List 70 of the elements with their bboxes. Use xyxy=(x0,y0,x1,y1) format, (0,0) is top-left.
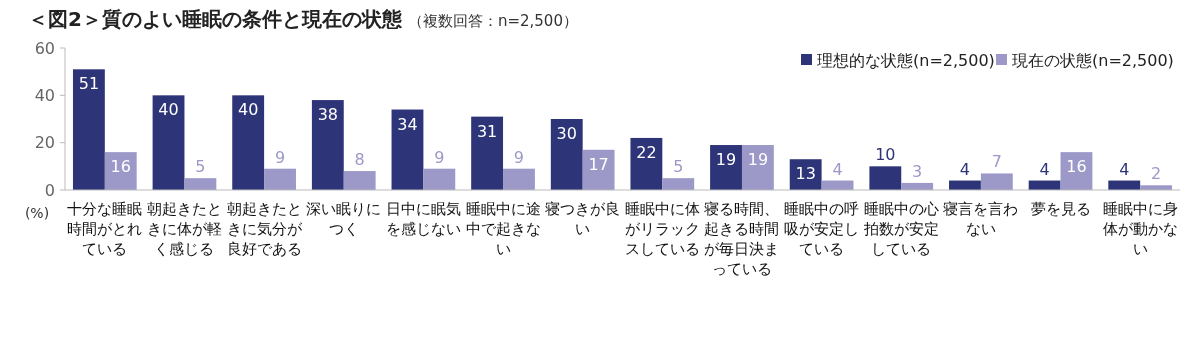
data-label: 5 xyxy=(673,157,684,177)
x-tick-label: 睡眠中に体がリラックスしている xyxy=(624,200,700,258)
bar xyxy=(184,178,217,190)
data-label: 31 xyxy=(476,121,498,141)
x-tick-label: 睡眠中の呼吸が安定している xyxy=(784,200,860,258)
data-label: 4 xyxy=(959,159,971,179)
x-tick-label: 寝る時間、起きる時間が毎日決まっている xyxy=(704,200,780,278)
x-tick-label: 日中に眠気を感じない xyxy=(385,200,461,238)
bar xyxy=(710,145,742,190)
bar xyxy=(582,149,615,190)
bar xyxy=(980,173,1013,190)
data-label: 16 xyxy=(1066,157,1087,177)
y-tick-label: 40 xyxy=(34,85,55,105)
data-label: 8 xyxy=(354,150,365,170)
chart-subtitle: （複数回答：n=2,500） xyxy=(407,12,578,30)
x-tick-label: 深い眠りにつく xyxy=(306,200,382,238)
data-label: 9 xyxy=(513,147,525,167)
bar xyxy=(869,166,902,190)
data-label: 22 xyxy=(636,142,657,162)
data-label: 34 xyxy=(397,114,418,134)
data-label: 17 xyxy=(588,154,609,174)
y-axis-title: (%) xyxy=(24,205,50,221)
data-label: 10 xyxy=(875,145,896,165)
data-label: 9 xyxy=(434,147,445,167)
x-tick-label: 十分な睡眠時間がとれている xyxy=(67,200,143,258)
x-tick-label: 朝起きたときに体が軽く感じる xyxy=(146,200,222,258)
data-label: 13 xyxy=(795,164,816,184)
bar xyxy=(630,137,663,190)
data-label: 40 xyxy=(158,100,179,120)
data-label: 19 xyxy=(747,150,769,170)
bar xyxy=(550,119,583,190)
bar xyxy=(264,168,296,190)
data-label: 38 xyxy=(317,105,338,125)
chart-title: ＜図2＞質のよい睡眠の条件と現在の状態 xyxy=(28,7,402,31)
data-label: 4 xyxy=(1119,159,1130,179)
y-tick-label: 0 xyxy=(44,180,55,200)
data-label: 4 xyxy=(1039,159,1050,179)
data-label: 2 xyxy=(1151,164,1162,184)
x-tick-label: 朝起きたときに気分が良好である xyxy=(226,200,303,258)
y-tick-label: 20 xyxy=(34,133,55,153)
bar xyxy=(471,116,504,190)
bar xyxy=(232,95,265,190)
data-label: 51 xyxy=(78,74,100,94)
legend-label: 理想的な状態(n=2,500) xyxy=(817,50,995,70)
data-label: 16 xyxy=(110,157,131,177)
bar xyxy=(72,69,105,190)
data-label: 40 xyxy=(238,100,259,120)
bar xyxy=(662,178,695,190)
data-label: 4 xyxy=(832,159,843,179)
x-tick-label: 睡眠中に途中で起きない xyxy=(465,200,541,258)
x-tick-label: 寝言を言わない xyxy=(943,200,1019,238)
data-label: 5 xyxy=(195,157,206,177)
x-tick-label: 睡眠中の心拍数が安定している xyxy=(862,200,939,258)
legend-label: 現在の状態(n=2,500) xyxy=(1012,50,1174,70)
bar xyxy=(343,171,376,190)
data-label: 19 xyxy=(715,150,737,170)
x-tick-label: 夢を見る xyxy=(1030,200,1091,218)
bar xyxy=(423,168,456,190)
bar xyxy=(391,109,424,190)
x-tick-label: 寝つきが良い xyxy=(545,200,621,238)
data-label: 7 xyxy=(991,152,1002,172)
x-tick-label: 睡眠中に身体が動かない xyxy=(1102,200,1178,258)
bar xyxy=(152,95,185,190)
bar xyxy=(503,168,535,190)
y-tick-label: 60 xyxy=(34,38,55,58)
data-label: 9 xyxy=(274,147,286,167)
bar xyxy=(741,145,774,190)
bar xyxy=(311,100,344,190)
data-label: 3 xyxy=(912,161,923,181)
data-label: 30 xyxy=(556,124,577,143)
